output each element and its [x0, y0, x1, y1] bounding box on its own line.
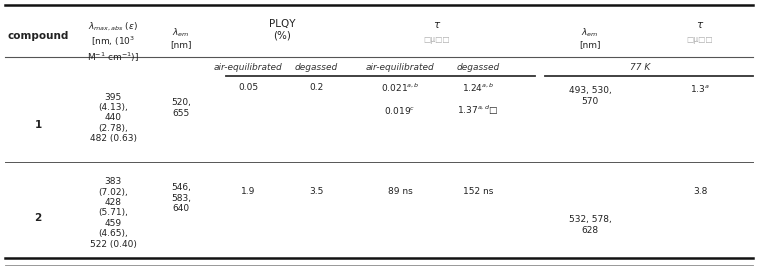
Text: 1.9: 1.9 [241, 188, 255, 197]
Text: $\tau$: $\tau$ [696, 20, 704, 30]
Text: $\lambda_{em}$
[nm]: $\lambda_{em}$ [nm] [171, 26, 192, 49]
Text: 2: 2 [34, 213, 42, 223]
Text: 0.019$^{c}$: 0.019$^{c}$ [384, 105, 415, 115]
Text: 0.021$^{a,b}$: 0.021$^{a,b}$ [381, 82, 419, 94]
Text: 395
(4.13),
440
(2.78),
482 (0.63): 395 (4.13), 440 (2.78), 482 (0.63) [89, 93, 136, 143]
Text: 1.3$^{a}$: 1.3$^{a}$ [690, 82, 710, 93]
Text: 1.24$^{a,b}$: 1.24$^{a,b}$ [462, 82, 494, 94]
Text: PLQY
(%): PLQY (%) [269, 19, 296, 41]
Text: □μ□□: □μ□□ [687, 35, 713, 44]
Text: 520,
655: 520, 655 [171, 98, 191, 118]
Text: 493, 530,
570: 493, 530, 570 [568, 86, 612, 106]
Text: 3.8: 3.8 [693, 188, 707, 197]
Text: degassed: degassed [456, 63, 500, 72]
Text: 383
(7.02),
428
(5.71),
459
(4.65),
522 (0.40): 383 (7.02), 428 (5.71), 459 (4.65), 522 … [89, 177, 136, 249]
Text: 0.05: 0.05 [238, 84, 258, 93]
Text: $\tau$: $\tau$ [433, 20, 441, 30]
Text: $\lambda_{em}$
[nm]: $\lambda_{em}$ [nm] [579, 26, 601, 49]
Text: $\lambda_{max,abs}$ ($\varepsilon$)
[nm, (10$^{3}$
M$^{-1}$ cm$^{-1}$)]: $\lambda_{max,abs}$ ($\varepsilon$) [nm,… [87, 20, 139, 64]
Text: 77 K: 77 K [630, 63, 650, 72]
Text: air-equilibrated: air-equilibrated [214, 63, 283, 72]
Text: 3.5: 3.5 [309, 188, 323, 197]
Text: air-equilibrated: air-equilibrated [365, 63, 434, 72]
Text: 546,
583,
640: 546, 583, 640 [171, 183, 191, 213]
Text: 89 ns: 89 ns [387, 188, 412, 197]
Text: 152 ns: 152 ns [463, 188, 493, 197]
Text: 0.2: 0.2 [309, 84, 323, 93]
Text: 1.37$^{a,d}$□: 1.37$^{a,d}$□ [457, 103, 499, 117]
Text: □μ□□: □μ□□ [424, 35, 450, 44]
Text: 532, 578,
628: 532, 578, 628 [568, 215, 612, 235]
Text: compound: compound [8, 31, 69, 41]
Text: 1: 1 [34, 120, 42, 130]
Text: degassed: degassed [294, 63, 337, 72]
